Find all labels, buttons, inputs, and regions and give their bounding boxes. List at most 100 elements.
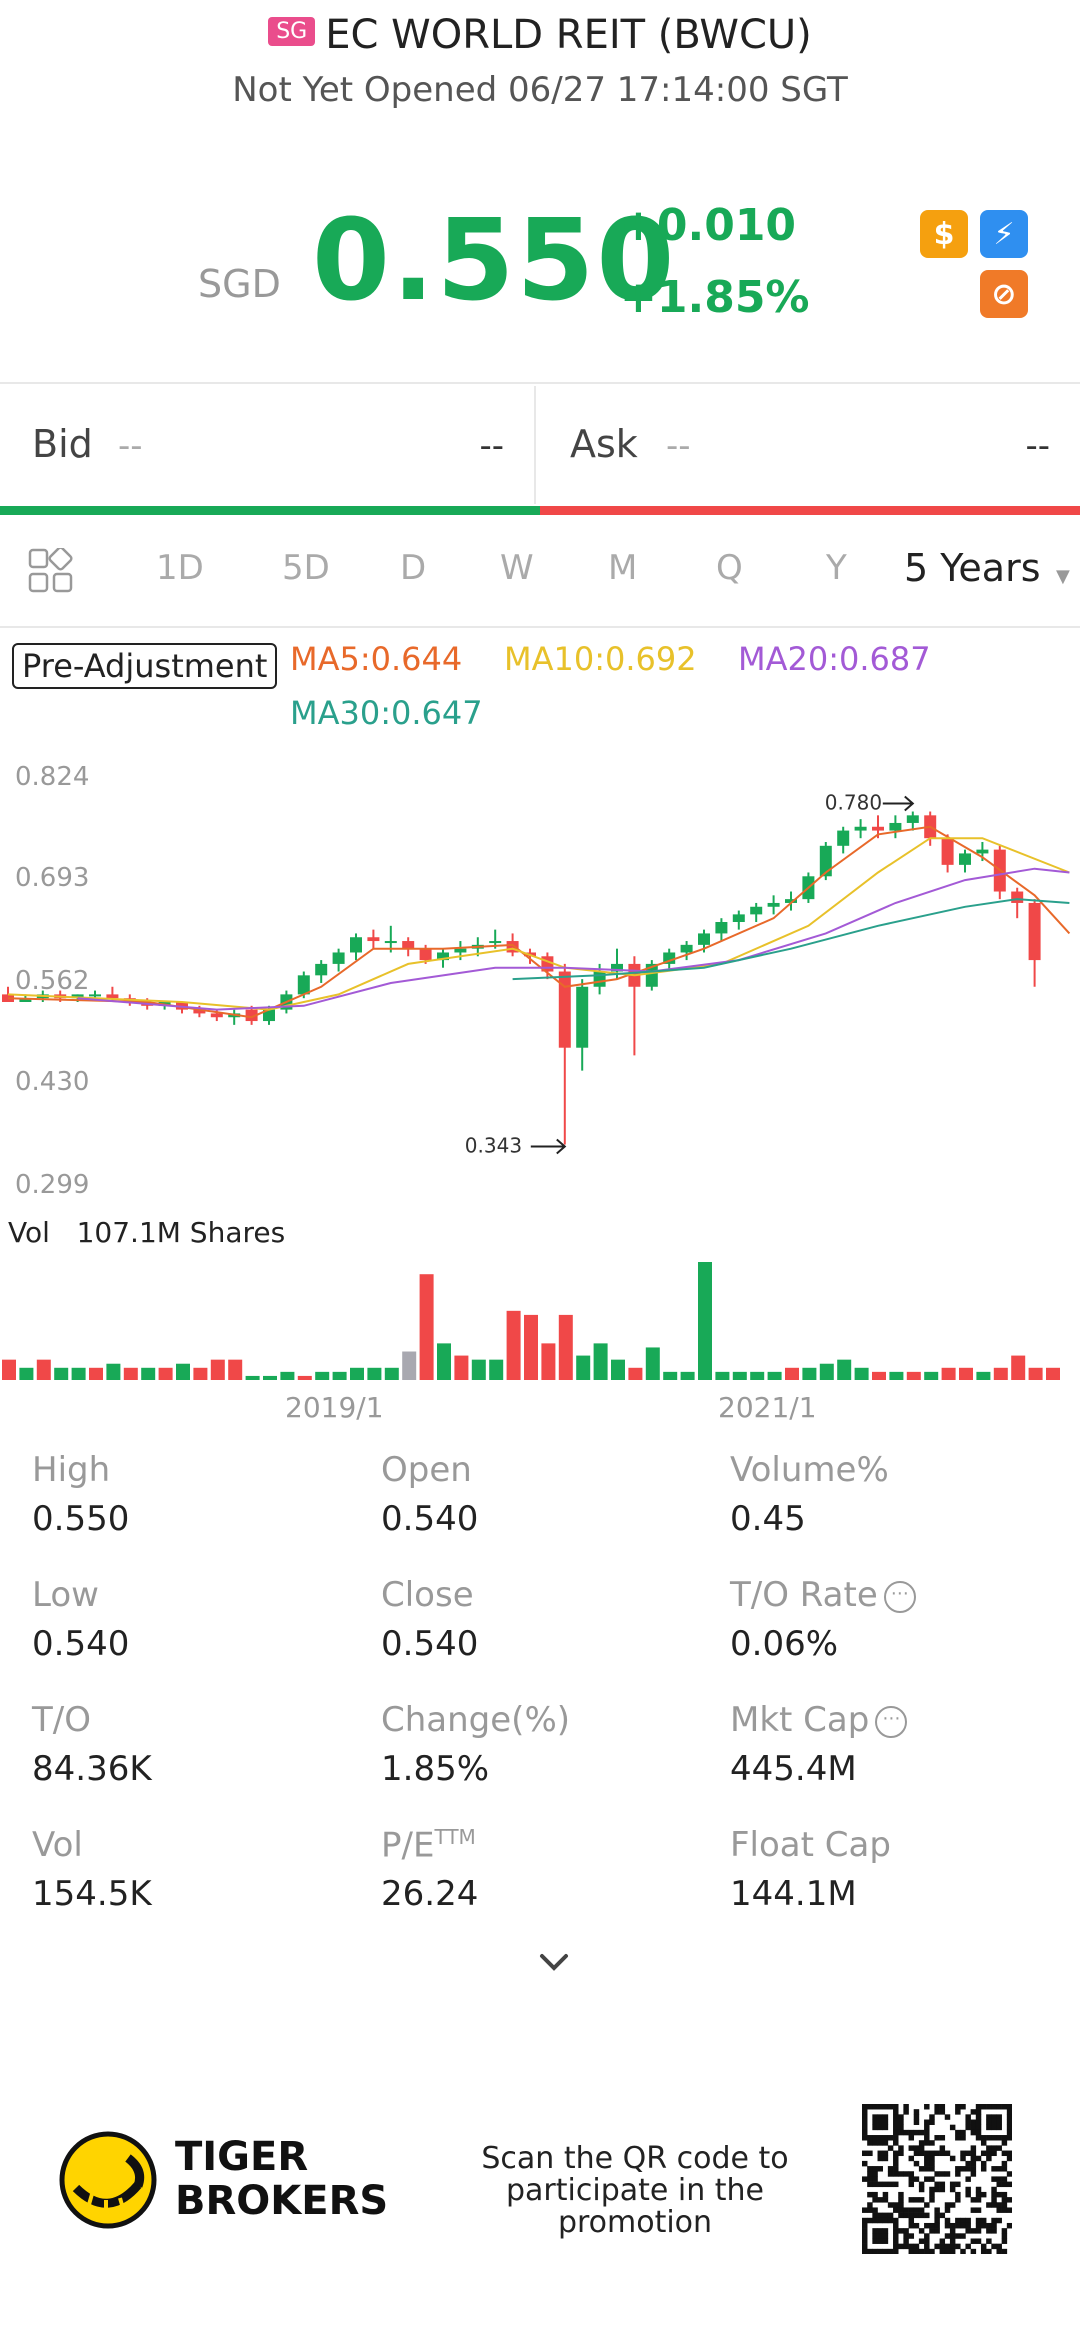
qr-module	[867, 2140, 873, 2146]
qr-module	[924, 2212, 930, 2219]
tab-year[interactable]: Y	[826, 548, 847, 588]
candle-body	[872, 826, 884, 831]
qr-module	[862, 2176, 868, 2182]
qr-module	[924, 2202, 930, 2208]
tiger-logo-icon	[58, 2130, 158, 2230]
candle	[1011, 887, 1024, 919]
qr-module	[862, 2119, 868, 2125]
qr-module	[877, 2212, 883, 2219]
qr-module	[872, 2114, 878, 2120]
y-tick-label: 0.693	[15, 863, 90, 893]
qr-module	[970, 2238, 977, 2244]
volume-chart[interactable]	[0, 1250, 1080, 1384]
qr-module	[929, 2140, 935, 2146]
tab-day[interactable]: D	[400, 548, 427, 588]
qr-module	[893, 2124, 899, 2131]
candle-body	[889, 822, 902, 831]
tab-month[interactable]: M	[608, 548, 638, 588]
qr-module	[980, 2150, 987, 2157]
y-tick-label: 0.430	[15, 1067, 90, 1097]
tab-5d[interactable]: 5D	[282, 548, 330, 588]
volume-bar	[315, 1371, 330, 1380]
candle-body	[1011, 891, 1024, 903]
candle-body	[315, 963, 328, 976]
qr-module	[1006, 2171, 1012, 2177]
qr-module	[970, 2248, 977, 2254]
volume-bar	[350, 1367, 364, 1380]
qr-module	[929, 2248, 935, 2254]
qr-module	[893, 2135, 899, 2141]
qr-module	[986, 2119, 992, 2125]
stock-name: EC WORLD REIT (BWCU)	[325, 12, 812, 58]
qr-module	[980, 2243, 987, 2250]
qr-module	[955, 2104, 961, 2110]
stat-low-label: Low	[32, 1575, 99, 1615]
qr-module	[991, 2197, 997, 2203]
candle	[332, 948, 345, 972]
qr-module	[882, 2140, 889, 2146]
qr-module	[934, 2222, 940, 2229]
price-chart[interactable]: 0.780 0.343	[0, 770, 1080, 1190]
last-price: 0.550	[312, 196, 677, 326]
bid-panel[interactable]: Bid -- --	[0, 386, 534, 514]
qr-module	[986, 2238, 992, 2244]
qr-module	[944, 2222, 951, 2229]
grid-layout-icon[interactable]	[28, 546, 74, 594]
qr-module	[882, 2181, 889, 2188]
qr-module	[970, 2207, 977, 2213]
tab-1d[interactable]: 1D	[156, 548, 204, 588]
qr-module	[996, 2176, 1002, 2182]
candle-body	[663, 952, 676, 964]
qr-module	[955, 2233, 961, 2239]
qr-module	[1001, 2228, 1008, 2234]
qr-module	[934, 2171, 940, 2177]
volume-bar	[837, 1359, 852, 1380]
pre-adjustment-toggle[interactable]: Pre-Adjustment	[12, 643, 278, 689]
qr-module	[965, 2176, 971, 2182]
candle-body	[367, 937, 380, 942]
qr-module	[918, 2129, 925, 2136]
qr-module	[908, 2171, 915, 2177]
volume-bar	[158, 1367, 173, 1380]
qr-module	[882, 2233, 889, 2239]
candle	[228, 1009, 241, 1025]
more-info-icon[interactable]: ⋯	[875, 1705, 908, 1738]
dollar-icon[interactable]: $	[920, 210, 968, 258]
qr-module	[862, 2104, 868, 2110]
low-annotation: 0.343	[465, 1133, 522, 1157]
qr-module	[918, 2228, 925, 2234]
lightning-icon[interactable]: ⚡	[980, 210, 1028, 258]
no-short-icon[interactable]: ⊘	[980, 270, 1028, 318]
stat-open-label: Open	[381, 1450, 472, 1490]
qr-module	[960, 2166, 966, 2172]
ma30-label: MA30:0.647	[290, 694, 483, 732]
ma10-line	[7, 837, 1070, 1011]
qr-code[interactable]	[862, 2104, 1012, 2254]
ask-panel[interactable]: Ask -- --	[536, 386, 1080, 514]
qr-module	[986, 2145, 992, 2151]
chevron-down-icon[interactable]: ▼	[1056, 566, 1070, 587]
qr-module	[929, 2119, 935, 2125]
volume-bar	[993, 1367, 1008, 1380]
qr-module	[918, 2181, 925, 2188]
qr-module	[975, 2191, 982, 2198]
more-info-icon[interactable]: ⋯	[883, 1580, 916, 1613]
ma5-label: MA5:0.644	[290, 640, 463, 678]
qr-module	[877, 2228, 883, 2234]
qr-module	[872, 2238, 878, 2244]
qr-module	[934, 2243, 940, 2250]
qr-module	[970, 2150, 977, 2157]
qr-module	[980, 2217, 987, 2224]
tab-quarter[interactable]: Q	[716, 548, 743, 588]
qr-module	[949, 2222, 956, 2229]
qr-module	[965, 2186, 971, 2193]
qr-module	[882, 2155, 889, 2162]
qr-module	[898, 2202, 904, 2208]
tab-5-years[interactable]: 5 Years	[904, 546, 1041, 590]
expand-chevron-icon[interactable]	[534, 1948, 574, 1978]
tab-week[interactable]: W	[500, 548, 534, 588]
qr-module	[929, 2191, 935, 2198]
qr-module	[996, 2104, 1002, 2110]
volume-bar	[419, 1274, 434, 1380]
qr-module	[862, 2207, 868, 2213]
